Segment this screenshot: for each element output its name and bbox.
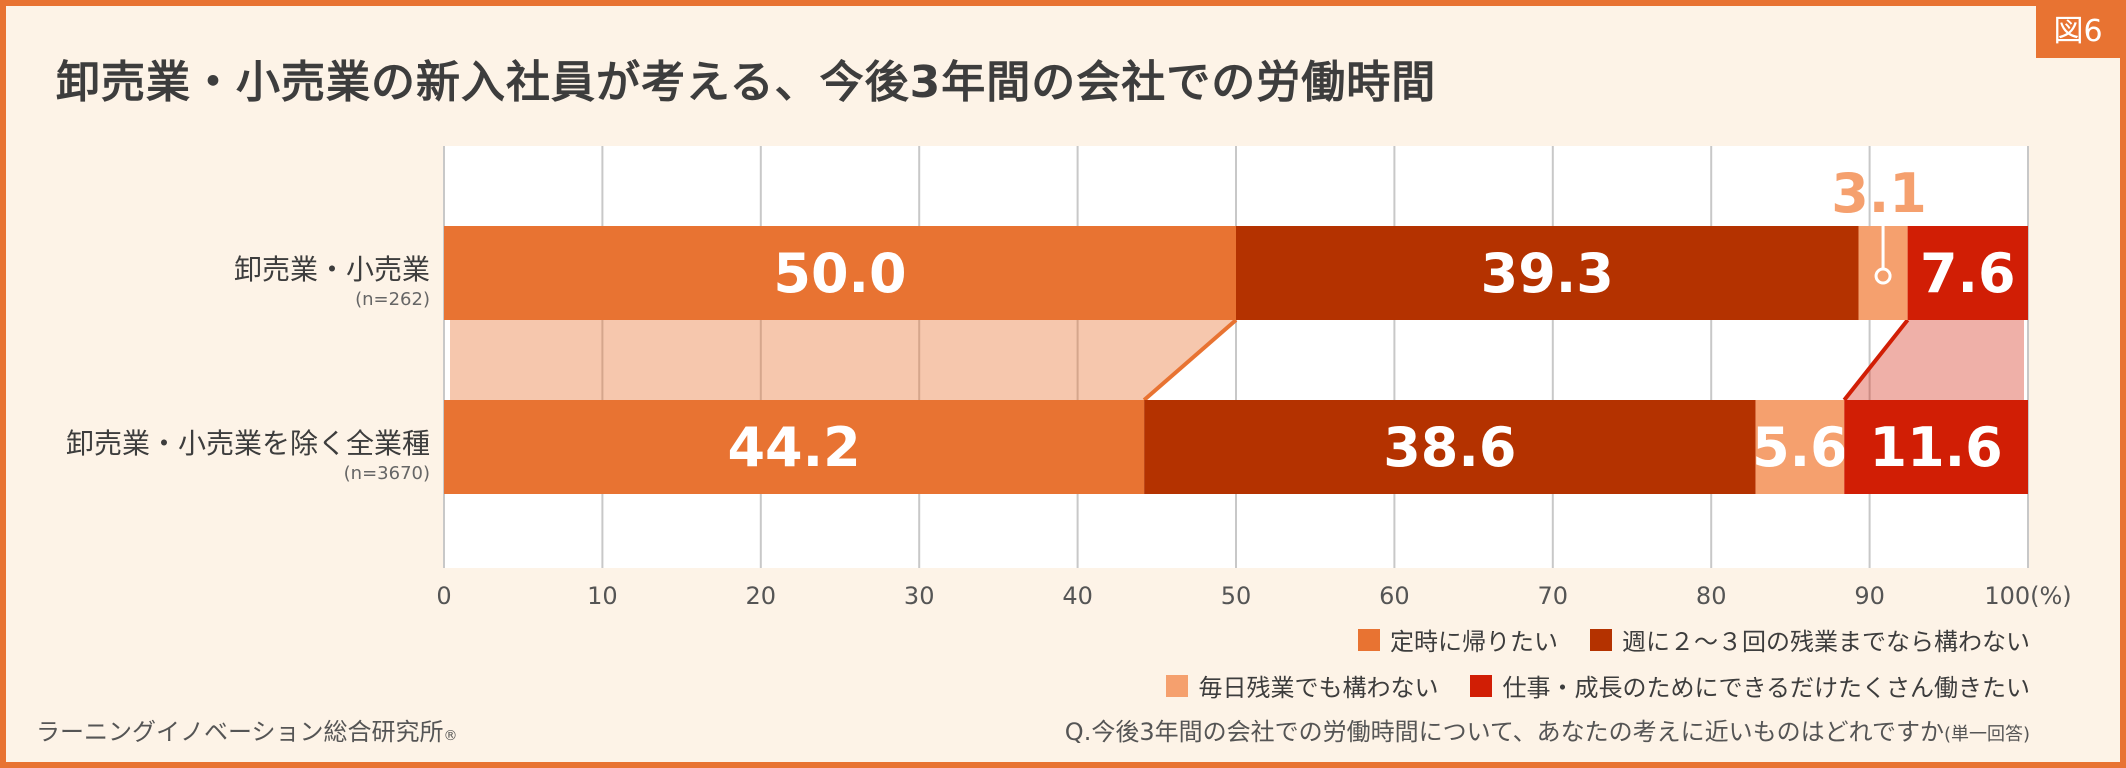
- x-tick-label: 100(%): [1984, 582, 2071, 610]
- x-tick-label: 40: [1062, 582, 1093, 610]
- x-tick-label: 20: [746, 582, 777, 610]
- connector-band-dekiru: [1844, 320, 2024, 400]
- bar-segment: [1844, 400, 2028, 494]
- bar-segment: [1907, 226, 2028, 320]
- legend-item-dekiru: 仕事・成長のためにできるだけたくさん働きたい: [1470, 668, 2030, 703]
- legend-label-shu23: 週に２～３回の残業までなら構わない: [1622, 628, 2030, 656]
- legend-swatch-dekiru: [1470, 674, 1493, 697]
- survey-question-note: (単一回答): [1943, 724, 2030, 745]
- data-label: 50.0: [773, 242, 906, 305]
- legend-row-1: 定時に帰りたい 週に２～３回の残業までなら構わない: [1326, 622, 2030, 657]
- data-label: 44.2: [727, 416, 860, 479]
- x-tick-label: 30: [904, 582, 935, 610]
- legend-label-teiji: 定時に帰りたい: [1390, 628, 1558, 656]
- connector-line-dekiru: [1842, 318, 1910, 402]
- data-label: 7.6: [1920, 242, 2016, 305]
- data-label: 3.1: [1831, 162, 1927, 225]
- registered-mark: ®: [443, 728, 458, 744]
- category-label: 卸売業・小売業: [234, 253, 430, 286]
- bar-segment: [1144, 400, 1756, 494]
- x-tick-label: 10: [587, 582, 618, 610]
- bar-segment: [1755, 400, 1845, 494]
- legend-swatch-teiji: [1358, 628, 1380, 651]
- category-label: 卸売業・小売業を除く全業種: [66, 427, 430, 460]
- survey-question: Q.今後3年間の会社での労働時間について、あなたの考えに近いものはどれですか(単…: [1065, 712, 2030, 747]
- legend-item-shu23: 週に２～３回の残業までなら構わない: [1590, 622, 2030, 657]
- legend-label-mainichi: 毎日残業でも構わない: [1198, 674, 1439, 702]
- legend-swatch-mainichi: [1166, 674, 1189, 697]
- legend-item-mainichi: 毎日残業でも構わない: [1166, 668, 1438, 703]
- legend-swatch-shu23: [1590, 628, 1612, 651]
- bar-segment: [444, 400, 1145, 494]
- bar-segment: [1236, 226, 1859, 320]
- connector-line-teiji: [1142, 318, 1238, 402]
- x-tick-label: 60: [1379, 582, 1410, 610]
- figure-number-tag: 図6: [2036, 6, 2120, 58]
- source-credit: ラーニングイノベーション総合研究所®: [36, 712, 458, 747]
- x-tick-label: 0: [436, 582, 451, 610]
- bar-segment: [444, 226, 1236, 320]
- survey-question-text: Q.今後3年間の会社での労働時間について、あなたの考えに近いものはどれですか: [1064, 718, 1944, 746]
- data-label: 39.3: [1481, 242, 1614, 305]
- x-tick-label: 70: [1538, 582, 1569, 610]
- data-label: 38.6: [1383, 416, 1516, 479]
- x-tick-label: 90: [1854, 582, 1885, 610]
- data-label: 11.6: [1870, 416, 2003, 479]
- x-tick-label: 80: [1696, 582, 1727, 610]
- legend-item-teiji: 定時に帰りたい: [1358, 622, 1558, 657]
- x-tick-label: 50: [1221, 582, 1252, 610]
- source-credit-text: ラーニングイノベーション総合研究所: [36, 718, 444, 746]
- category-n: (n=262): [355, 289, 430, 310]
- data-label: 5.6: [1752, 416, 1848, 479]
- legend-row-2: 毎日残業でも構わない 仕事・成長のためにできるだけたくさん働きたい: [1134, 668, 2030, 703]
- connector-band-teiji: [450, 320, 1236, 400]
- chart-title: 卸売業・小売業の新入社員が考える、今後3年間の会社での労働時間: [56, 57, 1437, 108]
- legend-label-dekiru: 仕事・成長のためにできるだけたくさん働きたい: [1502, 674, 2030, 702]
- category-n: (n=3670): [344, 463, 430, 484]
- callout-dot: [1874, 267, 1892, 285]
